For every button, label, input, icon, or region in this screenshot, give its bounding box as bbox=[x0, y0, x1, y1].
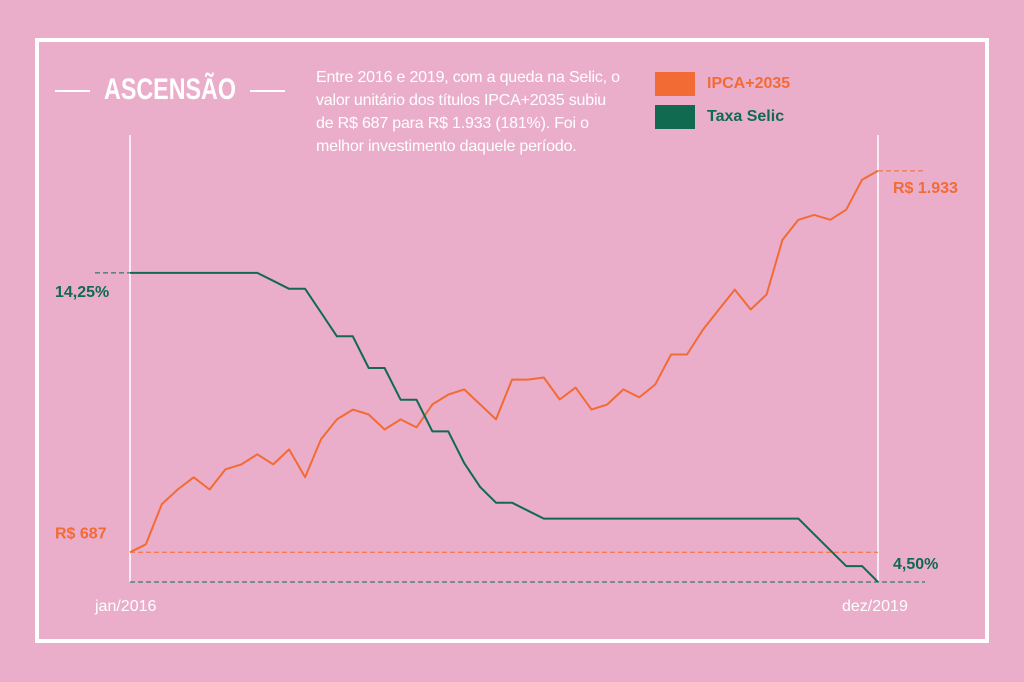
legend-swatch bbox=[655, 105, 695, 129]
x-tick-label: jan/2016 bbox=[94, 598, 156, 615]
legend-label: IPCA+2035 bbox=[707, 75, 790, 92]
frame bbox=[35, 38, 989, 643]
series-line bbox=[130, 271, 879, 583]
value-label: R$ 687 bbox=[55, 526, 107, 543]
value-label: 14,25% bbox=[55, 284, 109, 301]
subtitle: Entre 2016 e 2019, com a queda na Selic,… bbox=[316, 69, 620, 155]
x-tick-label: dez/2019 bbox=[842, 598, 908, 615]
chart-title: ASCENSÃO bbox=[104, 72, 236, 106]
legend-swatch bbox=[655, 72, 695, 96]
legend-label: Taxa Selic bbox=[707, 108, 784, 125]
series-line bbox=[129, 169, 879, 554]
value-label: R$ 1.933 bbox=[893, 180, 958, 197]
value-label: 4,50% bbox=[893, 556, 938, 573]
